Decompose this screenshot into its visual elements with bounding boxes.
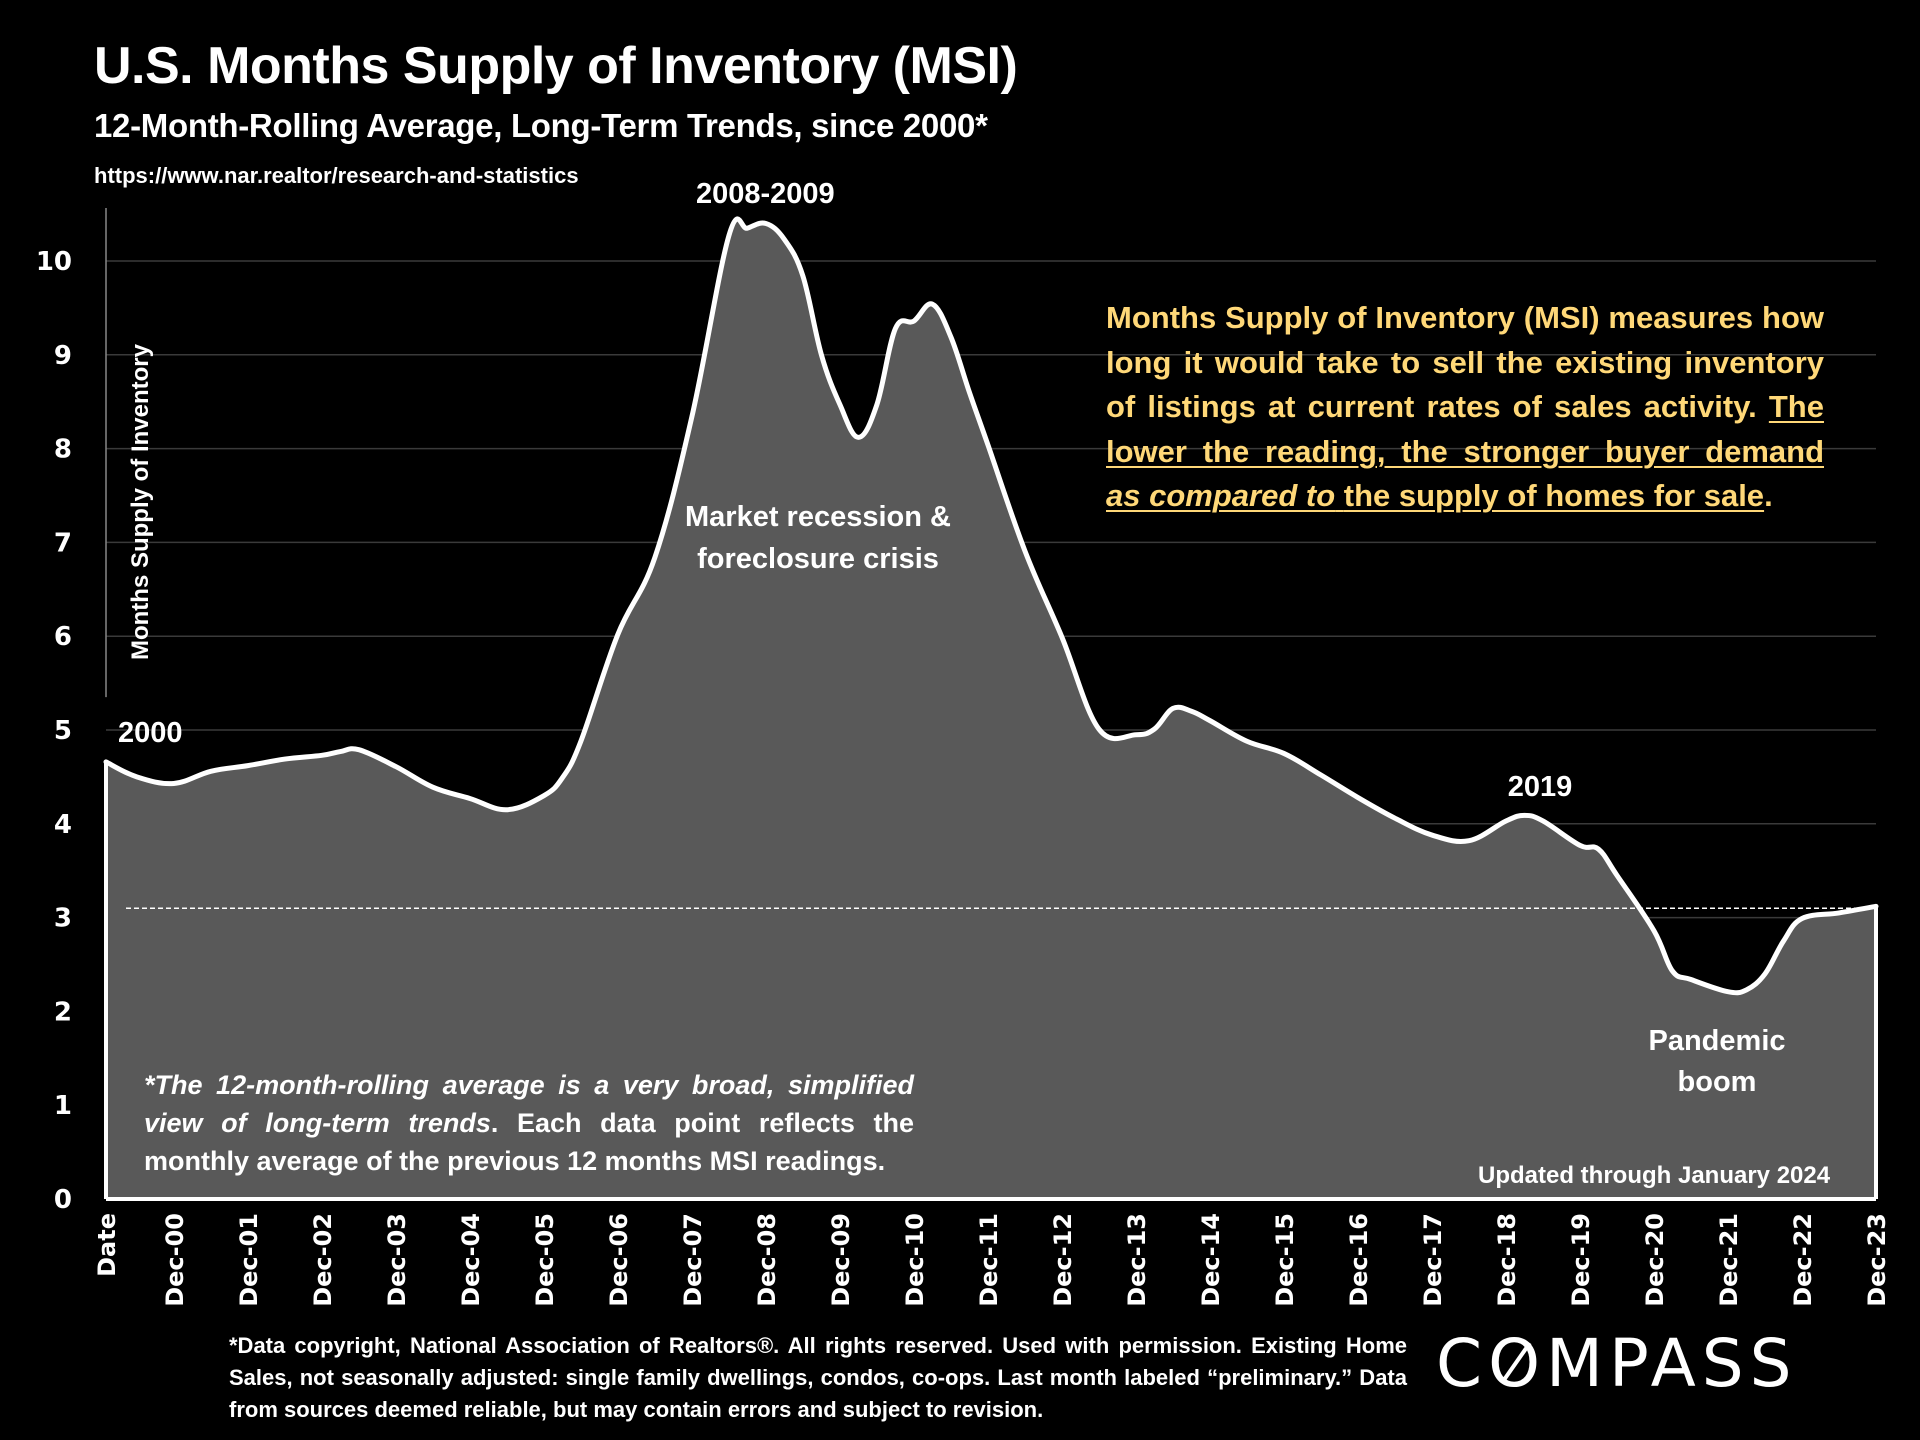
annotation-pandemic-2: boom: [1678, 1066, 1757, 1098]
annotation-2000: 2000: [118, 717, 183, 749]
x-tick-label: Dec-02: [309, 1213, 337, 1307]
annotation-2019: 2019: [1508, 771, 1573, 803]
x-tick-label: Dec-05: [531, 1213, 559, 1307]
x-tick-label: Dec-10: [901, 1213, 929, 1307]
x-tick-label: Dec-00: [161, 1213, 189, 1307]
x-tick-label: Dec-09: [827, 1213, 855, 1307]
x-tick-label: Dec-04: [457, 1213, 485, 1307]
footer-copyright: *Data copyright, National Association of…: [229, 1333, 1407, 1422]
y-tick-label: 10: [36, 247, 72, 277]
source-url: https://www.nar.realtor/research-and-sta…: [94, 163, 579, 188]
y-tick-label: 0: [54, 1185, 72, 1215]
x-tick-label: Dec-03: [383, 1213, 411, 1307]
x-tick-label: Dec-22: [1789, 1213, 1817, 1307]
x-tick-label: Dec-13: [1123, 1213, 1151, 1307]
chart-subtitle: 12-Month-Rolling Average, Long-Term Tren…: [94, 107, 988, 144]
rolling-note-italic: *The 12-month-rolling average is a very …: [144, 1070, 914, 1138]
x-tick-label: Dec-01: [235, 1213, 263, 1307]
y-tick-label: 6: [54, 622, 72, 652]
y-tick-label: 4: [54, 810, 72, 840]
y-tick-labels: 0 1 2 3 4 5 6 7 8 9 10: [36, 247, 72, 1215]
x-tick-label: Dec-16: [1345, 1213, 1373, 1307]
x-tick-label: Dec-12: [1049, 1213, 1077, 1307]
x-tick-label: Dec-21: [1715, 1213, 1743, 1307]
msi-note-end: .: [1764, 478, 1773, 513]
msi-note-plain: Months Supply of Inventory (MSI) measure…: [1106, 300, 1824, 424]
x-tick-label: Dec-20: [1641, 1213, 1669, 1307]
x-tick-label: Dec-07: [679, 1213, 707, 1307]
x-tick-label: Dec-23: [1863, 1213, 1891, 1307]
x-tick-label: Dec-19: [1567, 1213, 1595, 1307]
msi-note-underlined-1: The lower the reading, the stronger buye…: [1106, 389, 1824, 469]
annotation-pandemic-1: Pandemic: [1649, 1025, 1786, 1057]
msi-area: [106, 218, 1876, 1199]
msi-note-underlined-2: the supply of homes for sale: [1343, 478, 1765, 513]
updated-note: Updated through January 2024: [1478, 1162, 1831, 1189]
logo-c: C: [1436, 1325, 1489, 1402]
y-tick-label: 9: [54, 341, 72, 371]
x-tick-label: Dec-14: [1197, 1213, 1225, 1307]
annotation-recession-2: foreclosure crisis: [697, 543, 939, 575]
x-tick-label: Dec-17: [1419, 1213, 1447, 1307]
msi-definition-note: Months Supply of Inventory (MSI) measure…: [1106, 296, 1824, 519]
compass-logo: COMPASS: [1436, 1325, 1798, 1402]
x-tick-label: Dec-15: [1271, 1213, 1299, 1307]
y-axis-label: Months Supply of Inventory: [127, 343, 154, 660]
x-tick-label: Dec-11: [975, 1213, 1003, 1307]
annotation-recession-1: Market recession &: [685, 501, 951, 533]
annotation-2008-2009: 2008-2009: [696, 178, 835, 210]
rolling-average-note: *The 12-month-rolling average is a very …: [144, 1066, 914, 1180]
y-tick-label: 7: [54, 528, 72, 558]
chart-title: U.S. Months Supply of Inventory (MSI): [94, 37, 1018, 95]
y-tick-label: 5: [54, 716, 72, 746]
logo-o: O: [1488, 1325, 1547, 1402]
msi-note-italic: as compared to: [1106, 478, 1336, 513]
x-tick-label: Dec-08: [753, 1213, 781, 1307]
msi-line: [103, 216, 1879, 996]
rolling-note-plain: . Each data point reflects the monthly a…: [144, 1108, 914, 1176]
y-tick-label: 1: [54, 1091, 72, 1121]
y-tick-label: 3: [54, 904, 72, 934]
x-tick-labels: Date Dec-00 Dec-01 Dec-02 Dec-03 Dec-04 Dec-05…: [93, 1213, 1891, 1307]
x-tick-label: Dec-06: [605, 1213, 633, 1307]
x-axis-label: Date: [93, 1213, 121, 1277]
y-tick-label: 2: [54, 997, 72, 1027]
x-tick-label: Dec-18: [1493, 1213, 1521, 1307]
y-tick-label: 8: [54, 435, 72, 465]
logo-rest: MPASS: [1546, 1325, 1798, 1402]
